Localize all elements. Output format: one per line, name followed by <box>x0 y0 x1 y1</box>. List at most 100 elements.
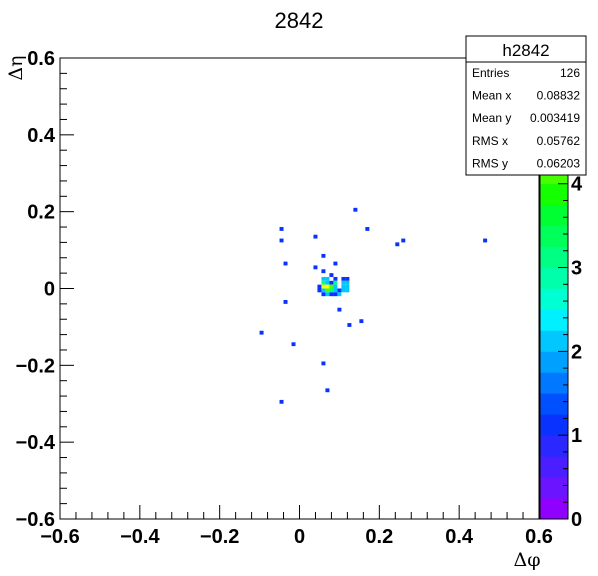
histogram-bin <box>333 292 338 297</box>
color-bar-segment <box>540 393 568 415</box>
histogram-bin <box>337 288 342 293</box>
histogram-bin <box>341 288 346 293</box>
x-tick-label: 0.4 <box>445 526 474 548</box>
histogram-bin <box>321 269 326 274</box>
histogram-bin <box>321 292 326 297</box>
histogram-bin <box>325 288 330 293</box>
histogram-bin <box>325 388 330 393</box>
histogram-bin <box>333 284 338 289</box>
histogram-bin <box>325 292 330 297</box>
color-bar-segment <box>540 372 568 394</box>
histogram-bin <box>313 265 318 270</box>
color-bar-segment <box>540 309 568 331</box>
histogram-bin <box>329 292 334 297</box>
statistics-box-title: h2842 <box>502 41 549 60</box>
color-bar-segment <box>540 456 568 478</box>
color-bar-tick-label: 2 <box>571 341 582 363</box>
histogram-bin <box>345 280 350 285</box>
histogram-bin <box>337 307 342 312</box>
x-axis: −0.6 −0.4 −0.2 0 0.2 0.4 0.6 <box>40 505 553 548</box>
y-tick-label: 0.2 <box>27 202 55 224</box>
color-bar-tick-label: 1 <box>571 425 582 447</box>
statistics-entry-label: RMS y <box>472 156 508 170</box>
y-axis-label: Δη <box>5 55 27 80</box>
color-bar-tick-label: 4 <box>571 174 583 196</box>
histogram-bin <box>317 284 322 289</box>
x-tick-label: −0.2 <box>200 526 239 548</box>
statistics-box-frame <box>465 35 587 176</box>
histogram-bin <box>321 253 326 258</box>
histogram-bin <box>321 284 326 289</box>
histogram-bin <box>345 276 350 281</box>
x-axis-label: Δφ <box>513 549 540 571</box>
color-bar-segment <box>540 204 568 227</box>
histogram-bin <box>317 288 322 293</box>
histogram-bin <box>283 261 288 266</box>
x-tick-label: −0.6 <box>40 526 79 548</box>
color-bar-segment <box>540 330 568 352</box>
color-bar-segment <box>540 267 568 289</box>
statistics-entry-value: 0.08832 <box>537 89 581 103</box>
histogram-bin <box>359 319 364 324</box>
statistics-entry-label: Mean y <box>472 111 511 125</box>
histogram-bin <box>329 280 334 285</box>
histogram-bin <box>321 276 326 281</box>
histogram-bin <box>341 280 346 285</box>
histogram-bin <box>395 242 400 247</box>
histogram-bin <box>279 227 284 231</box>
statistics-entry-value: 0.05762 <box>537 134 581 148</box>
color-bar-segment <box>540 351 568 373</box>
histogram-bin <box>325 284 330 289</box>
y-tick-label: −0.6 <box>16 509 55 531</box>
x-tick-label: 0 <box>294 526 305 548</box>
histogram-bin <box>401 238 406 243</box>
color-bar-segment <box>540 183 568 206</box>
histogram-bin <box>341 284 346 289</box>
histogram-bin <box>341 276 346 281</box>
statistics-entry-label: Entries <box>472 66 509 80</box>
statistics-entry-value: 126 <box>560 66 580 80</box>
histogram-bin <box>345 288 350 293</box>
histogram-bin <box>329 288 334 293</box>
histogram-bin <box>291 342 296 347</box>
histogram-bin <box>325 276 330 281</box>
histogram-bin <box>279 238 284 243</box>
histogram-bin <box>259 330 264 335</box>
statistics-box: h2842 Entries 126 Mean x 0.08832 Mean y 0.0034… <box>465 35 587 176</box>
statistics-entry-label: RMS x <box>472 134 508 148</box>
histogram-bin <box>321 280 326 285</box>
color-bar-segment <box>540 414 568 436</box>
color-bar-segment <box>540 246 568 268</box>
y-tick-label: −0.4 <box>16 432 56 454</box>
histogram-bin <box>329 284 334 289</box>
histogram-bin <box>321 361 326 366</box>
x-tick-label: −0.4 <box>120 526 160 548</box>
histogram-bin <box>333 276 338 281</box>
y-tick-label: 0.4 <box>27 125 56 147</box>
y-tick-label: −0.2 <box>16 355 55 377</box>
y-axis: −0.6 −0.4 −0.2 0 0.2 0.4 0.6 <box>16 48 74 531</box>
x-tick-label: 0.6 <box>525 526 553 548</box>
color-bar-segment <box>540 225 568 247</box>
histogram-bin <box>283 300 288 304</box>
statistics-entry-label: Mean x <box>472 89 511 103</box>
histogram-bin <box>483 238 488 243</box>
histogram-bin <box>333 261 338 266</box>
color-bar-segment <box>540 498 568 520</box>
histogram-bin <box>353 207 358 212</box>
color-bar-segment <box>540 435 568 457</box>
color-bar-segment <box>540 477 568 499</box>
statistics-entry-value: 0.06203 <box>537 156 581 170</box>
histogram-bin <box>329 273 334 277</box>
y-tick-label: 0 <box>44 279 55 301</box>
chart-title: 2842 <box>275 8 324 33</box>
y-tick-label: 0.6 <box>27 48 55 70</box>
histogram-bin <box>347 323 352 327</box>
color-bar-tick-label: 0 <box>571 509 582 531</box>
histogram-bin <box>365 227 370 231</box>
histogram-bin <box>279 399 284 404</box>
color-bar-segment <box>540 288 568 310</box>
histogram-bins <box>259 207 488 404</box>
histogram-bin <box>313 234 318 239</box>
